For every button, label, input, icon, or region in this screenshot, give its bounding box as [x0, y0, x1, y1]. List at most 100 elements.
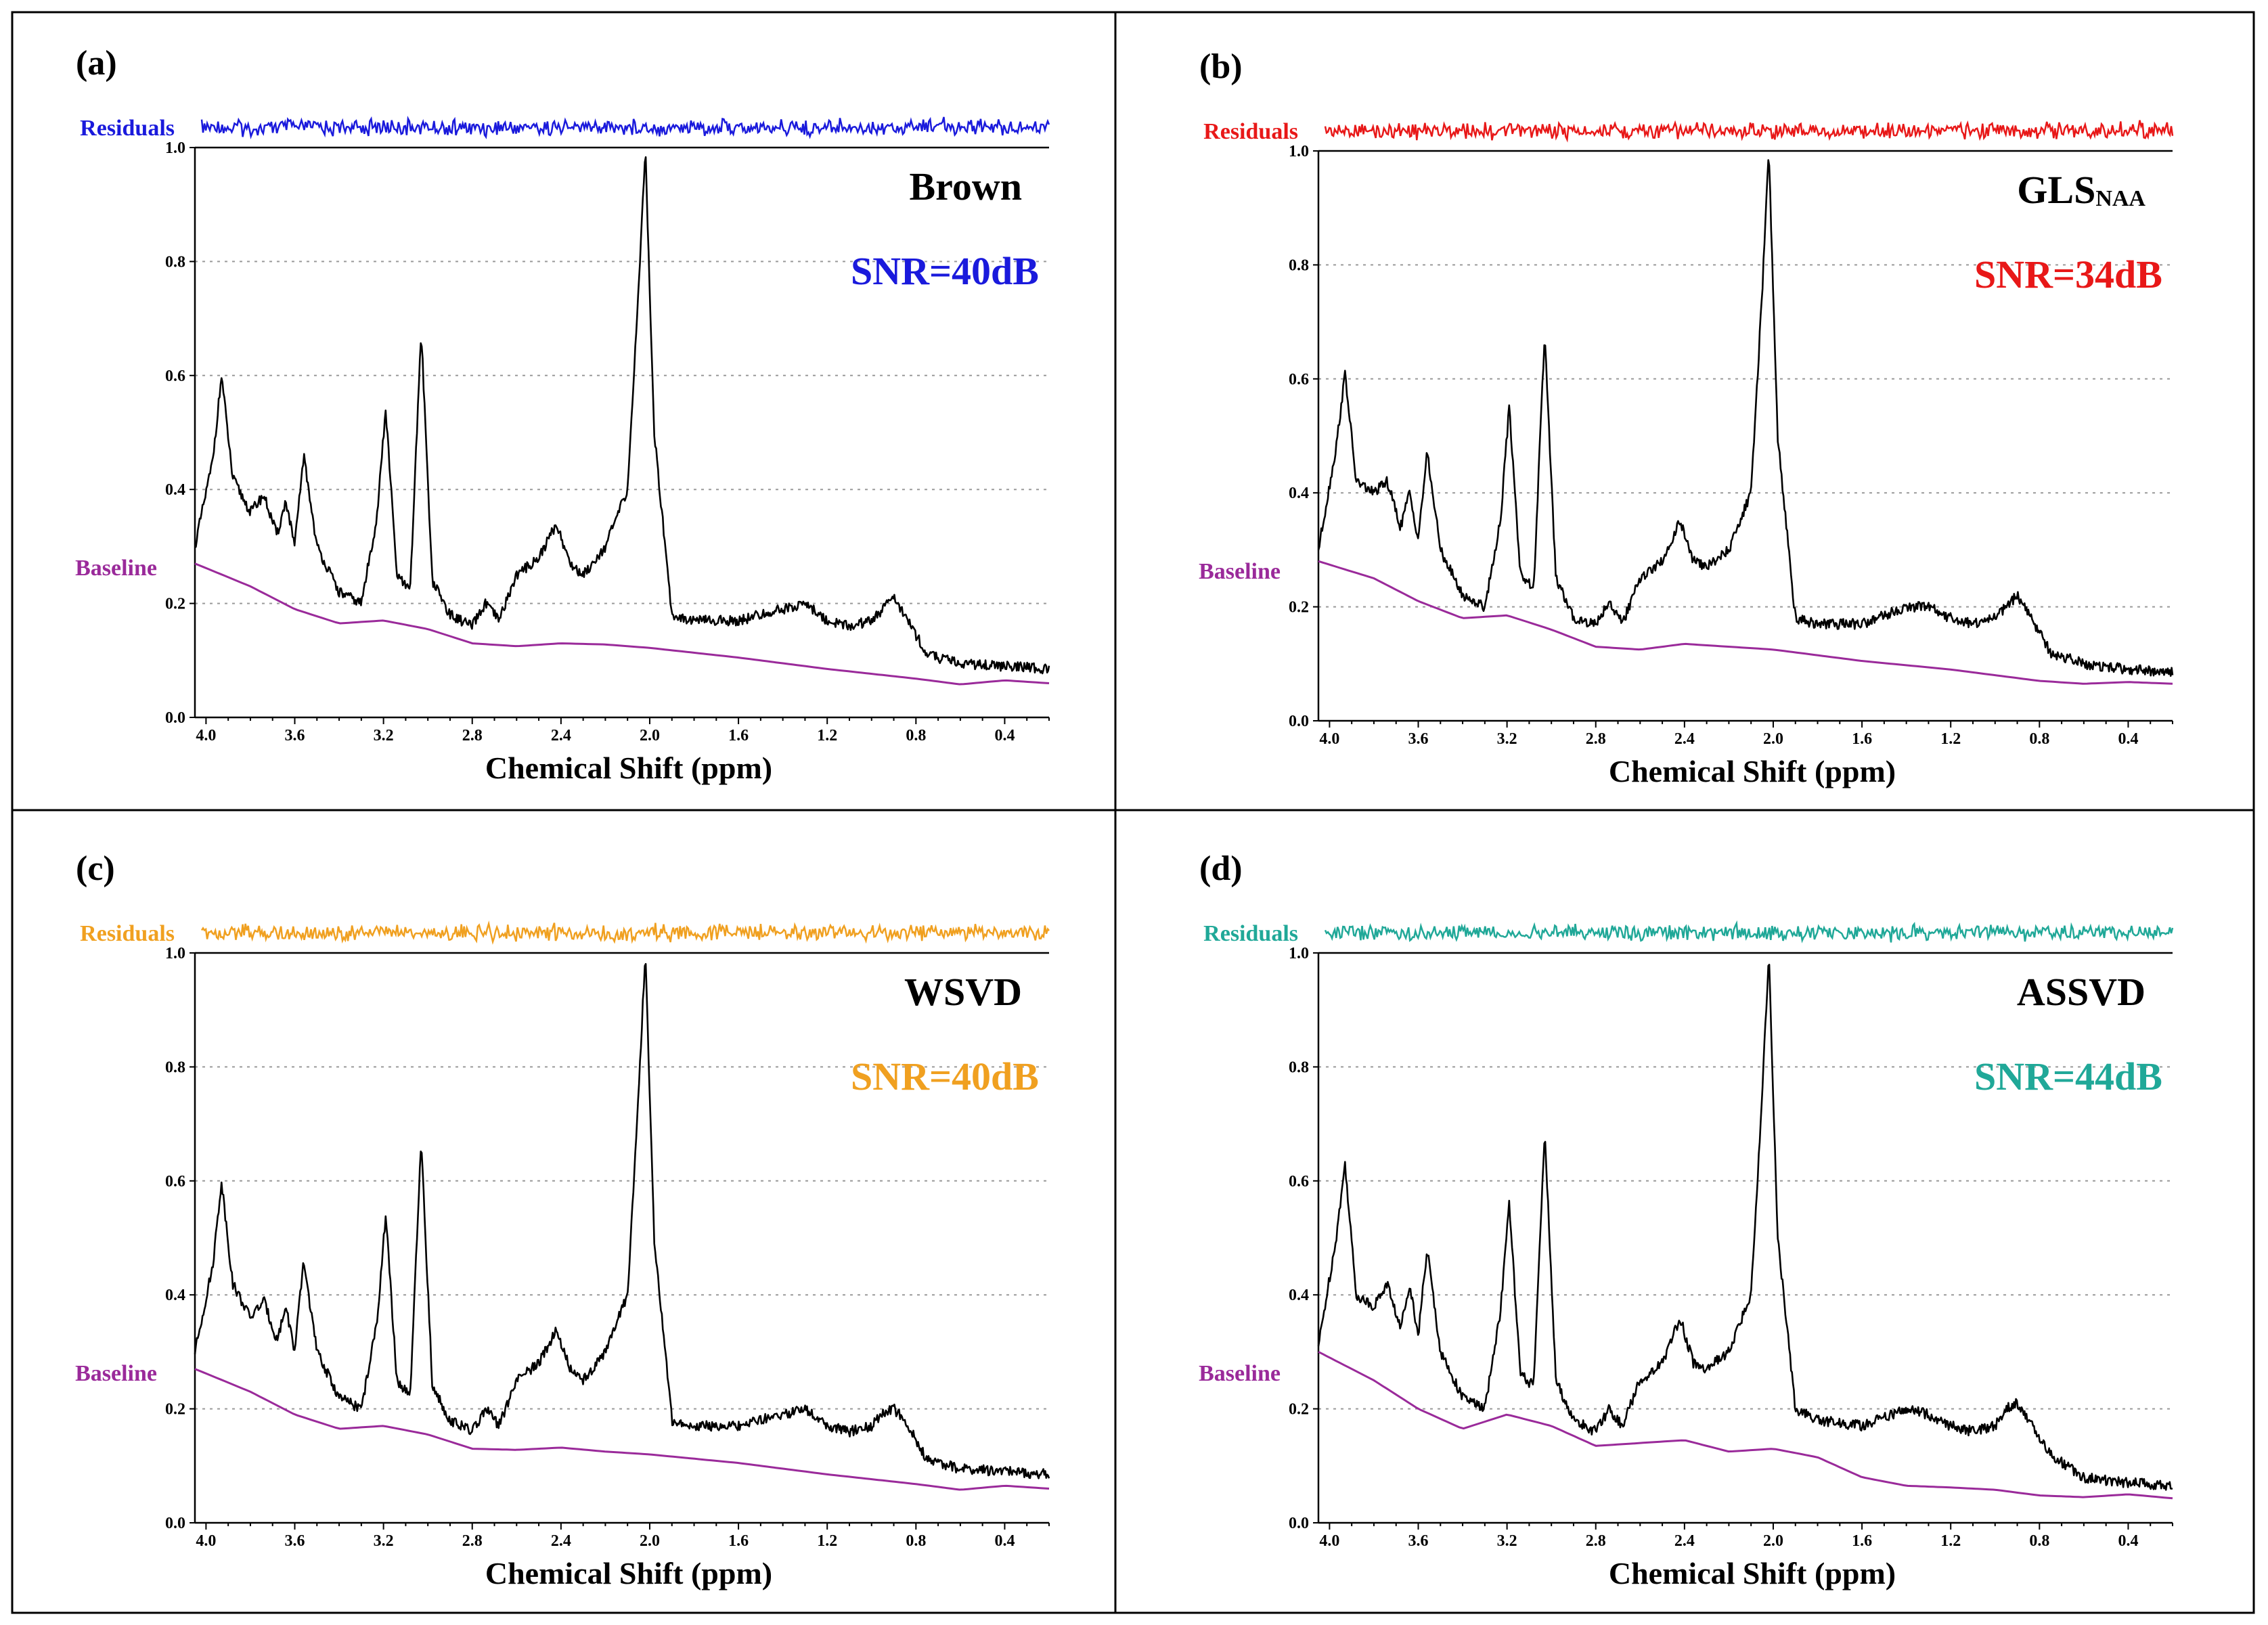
panel-letter: (a) — [76, 44, 117, 83]
x-tick-label: 4.0 — [1319, 1532, 1339, 1550]
y-tick-label: 0.4 — [1289, 485, 1309, 502]
x-tick-label: 1.6 — [1852, 730, 1872, 748]
y-tick-label: 1.0 — [1289, 143, 1309, 160]
y-tick-label: 0.6 — [165, 1173, 185, 1190]
x-tick-label: 2.0 — [1763, 730, 1783, 748]
residuals-series — [1324, 120, 2174, 143]
y-tick-label: 0.8 — [165, 253, 185, 271]
x-tick-label: 3.2 — [374, 1532, 394, 1550]
panel-2: 0.0 0.2 0.4 0.6 0.8 1.0 4.0 3.6 3.2 2.8 2.4 2.0 1.6 1… — [75, 849, 1050, 1590]
x-tick-label: 2.8 — [462, 1532, 483, 1550]
x-tick-label: 1.6 — [728, 1532, 749, 1550]
panel-letter: (c) — [76, 849, 115, 888]
x-tick-label: 2.4 — [551, 1532, 571, 1550]
y-tick-label: 0.6 — [1289, 371, 1309, 388]
residuals-label: Residuals — [1203, 921, 1298, 946]
y-tick-label: 0.2 — [165, 596, 185, 613]
x-tick-label: 3.6 — [285, 1532, 305, 1550]
x-tick-label: 1.2 — [1940, 730, 1961, 748]
x-tick-label: 2.4 — [1674, 730, 1695, 748]
x-tick-label: 0.8 — [906, 727, 926, 744]
snr-label: SNR=44dB — [1974, 1054, 2162, 1098]
method-name: WSVD — [904, 970, 1022, 1014]
baseline-series — [1318, 1351, 2173, 1500]
x-tick-label: 4.0 — [1319, 730, 1339, 748]
x-tick-label: 2.8 — [462, 727, 483, 744]
x-tick-label: 2.0 — [640, 727, 660, 744]
x-tick-label: 2.8 — [1586, 730, 1606, 748]
x-tick-label: 1.6 — [1852, 1532, 1872, 1550]
residuals-label: Residuals — [80, 116, 175, 141]
x-tick-label: 3.6 — [285, 727, 305, 744]
x-tick-label: 1.6 — [728, 727, 749, 744]
x-tick-label: 1.2 — [817, 1532, 837, 1550]
y-tick-label: 0.0 — [165, 709, 185, 727]
x-tick-label: 0.4 — [994, 727, 1015, 744]
residuals-label: Residuals — [80, 921, 175, 946]
panel-letter: (b) — [1199, 47, 1243, 86]
x-tick-label: 0.4 — [994, 1532, 1015, 1550]
y-tick-label: 0.2 — [165, 1401, 185, 1419]
panels: 0.0 0.2 0.4 0.6 0.8 1.0 4.0 3.6 3.2 2.8 2.4 2.0 1.6 1… — [75, 44, 2174, 1590]
method-name: GLSNAA — [2017, 168, 2145, 212]
y-tick-label: 0.8 — [165, 1059, 185, 1076]
x-tick-label: 0.8 — [2029, 730, 2049, 748]
y-tick-label: 0.8 — [1289, 257, 1309, 274]
spectrum-series — [1317, 159, 2174, 677]
y-tick-label: 0.4 — [165, 1287, 185, 1304]
y-tick-label: 1.0 — [165, 945, 185, 962]
residuals-label: Residuals — [1203, 119, 1298, 144]
y-tick-label: 0.0 — [165, 1515, 185, 1532]
panel-letter: (d) — [1199, 849, 1243, 888]
spectrum-series — [194, 962, 1050, 1479]
spectrum-series — [194, 156, 1050, 675]
x-tick-label: 0.8 — [906, 1532, 926, 1550]
x-axis-label: Chemical Shift (ppm) — [1609, 754, 1896, 788]
x-tick-label: 3.2 — [1497, 1532, 1517, 1550]
y-tick-label: 1.0 — [1289, 945, 1309, 962]
baseline-label: Baseline — [1199, 559, 1281, 584]
snr-label: SNR=40dB — [851, 1054, 1039, 1098]
figure-frame — [11, 11, 2255, 1614]
x-tick-label: 3.2 — [374, 727, 394, 744]
x-tick-label: 1.2 — [1940, 1532, 1961, 1550]
y-tick-label: 0.6 — [1289, 1173, 1309, 1190]
x-tick-label: 3.2 — [1497, 730, 1517, 748]
y-tick-label: 0.2 — [1289, 1401, 1309, 1419]
baseline-series — [194, 1368, 1050, 1491]
baseline-label: Baseline — [1199, 1361, 1281, 1386]
panel-3: 0.0 0.2 0.4 0.6 0.8 1.0 4.0 3.6 3.2 2.8 2.4 2.0 1.6 1… — [1199, 849, 2174, 1590]
baseline-label: Baseline — [75, 1361, 157, 1386]
panel-1: 0.0 0.2 0.4 0.6 0.8 1.0 4.0 3.6 3.2 2.8 2.4 2.0 1.6 1… — [1199, 47, 2174, 788]
x-axis-label: Chemical Shift (ppm) — [485, 751, 772, 785]
x-tick-label: 3.6 — [1408, 730, 1429, 748]
y-tick-label: 0.0 — [1289, 713, 1309, 730]
method-name: Brown — [909, 164, 1022, 208]
y-tick-label: 0.2 — [1289, 599, 1309, 617]
x-tick-label: 2.0 — [1763, 1532, 1783, 1550]
y-tick-label: 0.4 — [165, 481, 185, 499]
x-tick-label: 0.4 — [2118, 1532, 2138, 1550]
y-tick-label: 0.6 — [165, 368, 185, 385]
y-tick-label: 0.4 — [1289, 1287, 1309, 1304]
x-tick-label: 2.4 — [551, 727, 571, 744]
residuals-series — [1324, 920, 2174, 943]
panel-0: 0.0 0.2 0.4 0.6 0.8 1.0 4.0 3.6 3.2 2.8 2.4 2.0 1.6 1… — [75, 44, 1050, 785]
x-tick-label: 3.6 — [1408, 1532, 1429, 1550]
y-tick-label: 0.8 — [1289, 1059, 1309, 1076]
x-tick-label: 2.8 — [1586, 1532, 1606, 1550]
baseline-series — [194, 562, 1050, 686]
x-tick-label: 4.0 — [196, 1532, 216, 1550]
residuals-series — [200, 116, 1050, 139]
y-tick-label: 0.0 — [1289, 1515, 1309, 1532]
x-tick-label: 0.4 — [2118, 730, 2138, 748]
x-axis-label: Chemical Shift (ppm) — [485, 1556, 772, 1590]
x-tick-label: 0.8 — [2029, 1532, 2049, 1550]
snr-label: SNR=34dB — [1974, 252, 2162, 296]
x-tick-label: 4.0 — [196, 727, 216, 744]
x-tick-label: 2.4 — [1674, 1532, 1695, 1550]
x-tick-label: 2.0 — [640, 1532, 660, 1550]
spectrum-series — [1317, 964, 2173, 1491]
baseline-label: Baseline — [75, 556, 157, 581]
